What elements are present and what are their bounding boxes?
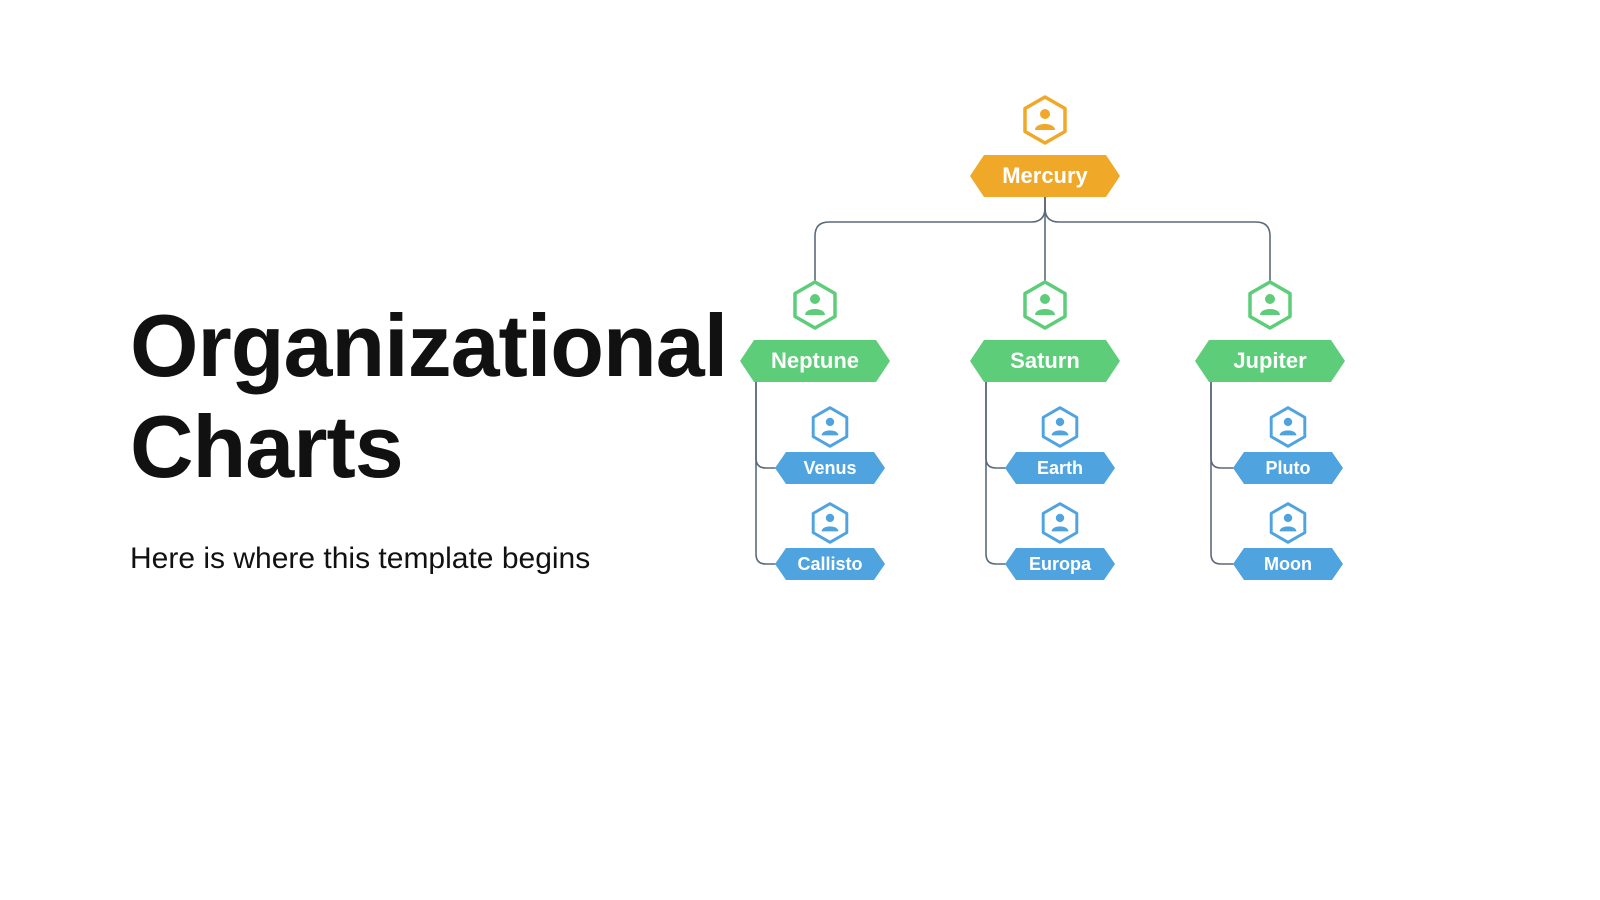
org-node-mid: Saturn	[970, 340, 1120, 382]
person-icon	[790, 280, 840, 330]
page-title: Organizational Charts	[130, 295, 730, 497]
org-node-leaf: Earth	[1005, 452, 1115, 484]
slide-page: Organizational Charts Here is where this…	[0, 0, 1600, 900]
person-icon	[809, 406, 851, 448]
org-node-leaf: Europa	[1005, 548, 1115, 580]
org-node-root: Mercury	[970, 155, 1120, 197]
person-icon	[1267, 406, 1309, 448]
org-node-leaf: Venus	[775, 452, 885, 484]
person-icon	[1245, 280, 1295, 330]
person-icon	[1039, 502, 1081, 544]
org-node-leaf: Pluto	[1233, 452, 1343, 484]
org-chart: Mercury Neptune Saturn Jupiter Venus	[740, 90, 1390, 620]
person-icon	[809, 502, 851, 544]
org-node-leaf: Moon	[1233, 548, 1343, 580]
org-node-leaf: Callisto	[775, 548, 885, 580]
person-icon	[1039, 406, 1081, 448]
org-node-mid: Neptune	[740, 340, 890, 382]
text-column: Organizational Charts Here is where this…	[130, 295, 730, 576]
page-subtitle: Here is where this template begins	[130, 542, 730, 576]
person-icon	[1020, 280, 1070, 330]
person-icon	[1267, 502, 1309, 544]
org-node-mid: Jupiter	[1195, 340, 1345, 382]
person-icon	[1020, 95, 1070, 145]
